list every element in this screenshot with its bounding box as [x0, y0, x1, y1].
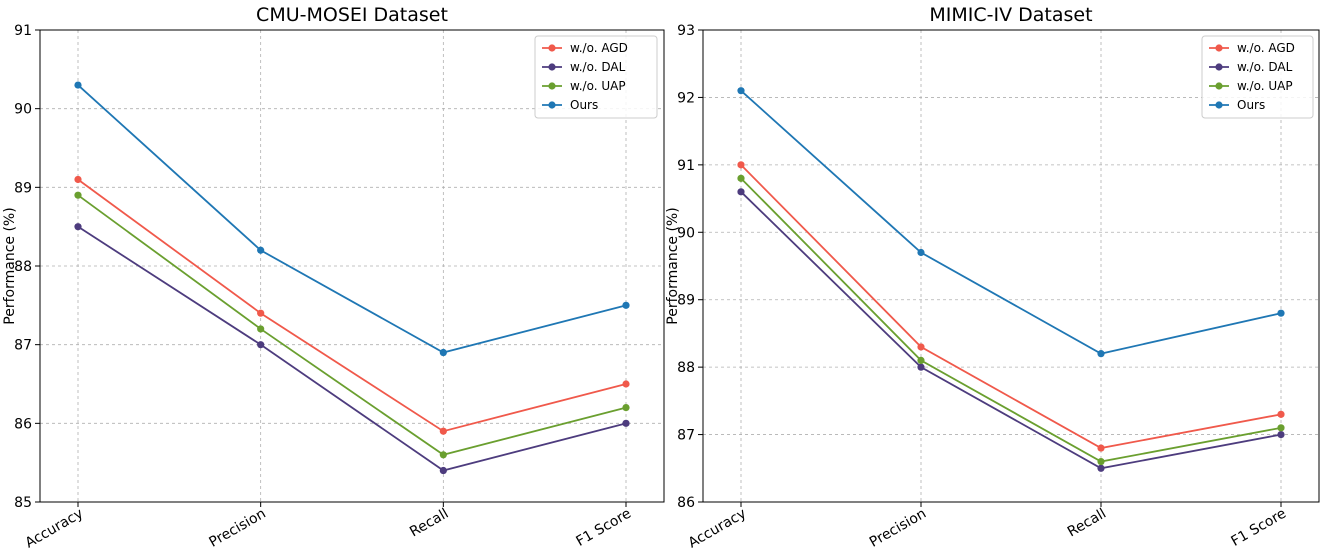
- y-tick-label: 86: [14, 416, 32, 432]
- chart-panel-1: CMU-MOSEI Dataset 85 86 87 88 89 90 91 Accuracy P…: [2, 4, 665, 552]
- data-point: [257, 341, 265, 349]
- series-line: [77, 178, 627, 433]
- legend-swatch-marker: [1215, 82, 1223, 90]
- y-tick-label: 87: [677, 428, 695, 444]
- y-axis-label: Performance (%): [2, 207, 18, 324]
- chart-title: CMU-MOSEI Dataset: [256, 4, 448, 26]
- data-point: [737, 174, 745, 182]
- data-point: [257, 309, 265, 317]
- x-tick-label: Accuracy: [23, 506, 86, 552]
- y-tick-label: 89: [677, 293, 695, 309]
- x-tick-label: Precision: [867, 506, 929, 551]
- y-tick-label: 89: [14, 180, 32, 196]
- data-point: [622, 404, 630, 412]
- series-line: [77, 225, 627, 472]
- series-line: [740, 191, 1282, 470]
- series-ours: [737, 87, 1285, 358]
- chart-title: MIMIC-IV Dataset: [929, 4, 1092, 26]
- series-w-o-agd: [74, 175, 630, 435]
- series-line: [740, 90, 1282, 355]
- series-w-o-dal: [74, 223, 630, 475]
- data-point: [74, 81, 82, 89]
- y-tick-label: 91: [677, 158, 695, 174]
- y-tick-label: 91: [14, 23, 32, 39]
- y-tick-label: 93: [677, 23, 695, 39]
- data-point: [622, 419, 630, 427]
- data-point: [1097, 457, 1105, 466]
- data-point: [737, 87, 745, 95]
- legend-box: [1201, 35, 1314, 119]
- legend-swatch-marker: [1215, 101, 1223, 109]
- legend-label: w./o. DAL: [1237, 60, 1293, 74]
- legend-swatch-marker: [548, 82, 556, 90]
- y-tick-label: 85: [14, 495, 32, 511]
- plot-frame: [702, 29, 1320, 503]
- data-point: [257, 246, 265, 254]
- data-point: [917, 343, 925, 351]
- legend-swatch-marker: [548, 44, 556, 52]
- legend-swatch-marker: [548, 63, 556, 71]
- legend-label: Ours: [570, 98, 598, 112]
- data-point: [622, 301, 630, 309]
- data-point: [257, 325, 265, 333]
- legend-label: w./o. UAP: [570, 79, 626, 93]
- data-point: [74, 191, 82, 199]
- y-tick-label: 87: [14, 338, 32, 354]
- data-point: [737, 188, 745, 196]
- legend: w./o. AGD w./o. DAL w./o. UAP Ours: [1201, 35, 1314, 119]
- data-point: [1277, 424, 1285, 432]
- x-tick-label: Precision: [207, 506, 269, 551]
- data-point: [622, 380, 630, 388]
- series-w-o-uap: [737, 174, 1285, 466]
- chart-panel-2: MIMIC-IV Dataset 86 87 88 89 90 91 92 93 Accuracy…: [665, 4, 1320, 552]
- y-axis-label: Performance (%): [665, 207, 681, 324]
- data-point: [1277, 430, 1285, 439]
- series-line: [77, 84, 627, 354]
- data-point: [917, 248, 925, 257]
- y-tick-label: 92: [677, 90, 695, 106]
- data-point: [439, 348, 447, 357]
- legend-box: [534, 35, 658, 119]
- y-tick-label: 86: [677, 495, 695, 511]
- data-point: [917, 363, 925, 371]
- data-point: [1097, 350, 1105, 358]
- data-point: [737, 161, 745, 169]
- series-w-o-agd: [737, 161, 1285, 452]
- data-point: [439, 466, 447, 475]
- legend-swatch-marker: [1215, 63, 1223, 71]
- legend-label: w./o. DAL: [570, 60, 626, 74]
- series-line: [77, 194, 627, 456]
- data-point: [1277, 410, 1285, 418]
- series-line: [740, 177, 1282, 463]
- series-line: [740, 164, 1282, 450]
- y-tick-label: 90: [14, 102, 32, 118]
- y-tick-label: 90: [677, 225, 695, 241]
- data-point: [1097, 464, 1105, 472]
- y-tick-label: 88: [677, 360, 695, 376]
- data-point: [1277, 309, 1285, 317]
- x-tick-label: F1 Score: [1228, 506, 1289, 550]
- data-point: [74, 223, 82, 231]
- x-tick-label: Recall: [407, 506, 451, 541]
- x-tick-label: F1 Score: [573, 506, 634, 550]
- series-w-o-dal: [737, 188, 1285, 472]
- legend-swatch-marker: [548, 101, 556, 109]
- x-tick-label: Recall: [1065, 506, 1109, 541]
- series-w-o-uap: [74, 191, 630, 459]
- legend-label: Ours: [1237, 98, 1265, 112]
- y-tick-label: 88: [14, 259, 32, 275]
- legend-swatch-marker: [1215, 44, 1223, 52]
- data-point: [1097, 444, 1105, 452]
- x-tick-label: Accuracy: [686, 506, 749, 552]
- legend: w./o. AGD w./o. DAL w./o. UAP Ours: [534, 35, 658, 119]
- legend-label: w./o. AGD: [1237, 41, 1295, 55]
- data-point: [917, 356, 925, 364]
- data-point: [74, 175, 82, 184]
- series-ours: [74, 81, 630, 357]
- legend-label: w./o. AGD: [570, 41, 628, 55]
- legend-label: w./o. UAP: [1237, 79, 1293, 93]
- data-point: [439, 427, 447, 435]
- data-point: [439, 451, 447, 459]
